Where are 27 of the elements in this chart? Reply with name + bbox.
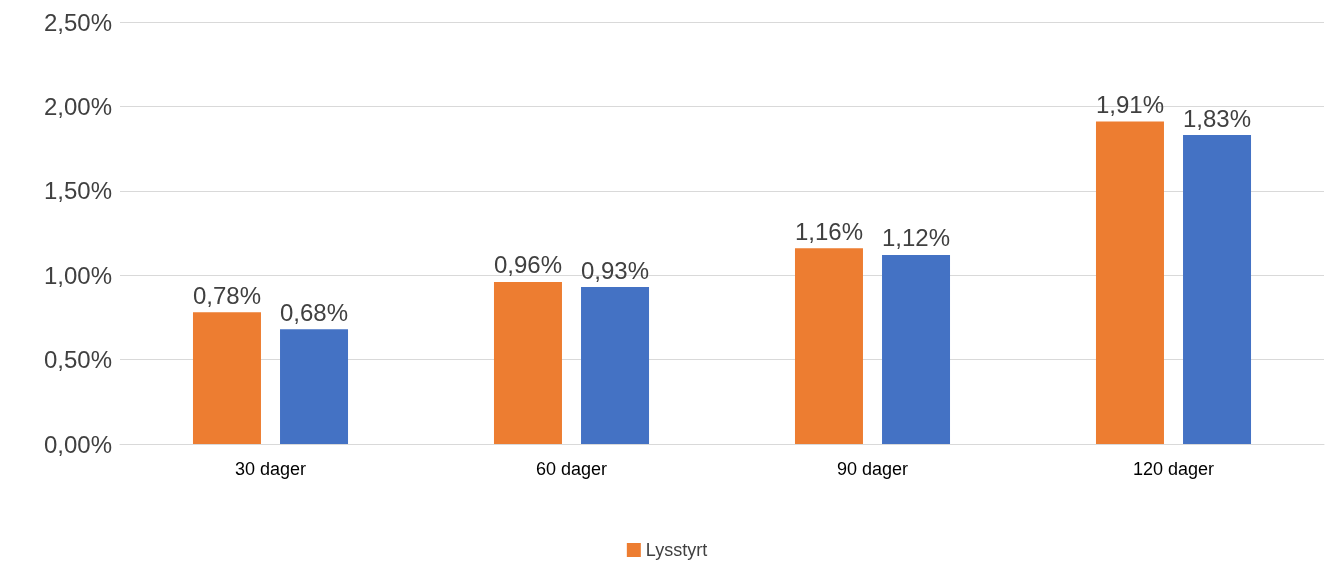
bar (493, 281, 562, 444)
y-tick-label: 0,50% (43, 346, 112, 374)
data-label: 0,68% (279, 298, 349, 326)
y-tick-label: 1,00% (43, 261, 112, 289)
x-tick-label: 120 dager (1132, 459, 1215, 479)
data-label: 0,96% (493, 251, 563, 279)
data-label: 0,78% (192, 281, 262, 309)
bar (794, 248, 863, 444)
bar (581, 287, 650, 444)
bar (192, 312, 261, 444)
data-label: 1,83% (1182, 104, 1252, 132)
x-tick-label: 60 dager (535, 459, 608, 479)
y-tick-label: 0,00% (43, 430, 112, 458)
y-tick-label: 2,50% (43, 8, 112, 36)
x-tick-label: 30 dager (234, 459, 307, 479)
data-label: 1,12% (881, 224, 951, 252)
y-tick-label: 1,50% (43, 177, 112, 205)
data-label: 1,91% (1095, 91, 1165, 119)
bar (1183, 135, 1252, 444)
x-tick-label: 90 dager (836, 459, 909, 479)
bar (882, 254, 951, 444)
data-label: 0,93% (580, 256, 650, 284)
data-label: 1,16% (794, 217, 864, 245)
bar (280, 329, 349, 444)
y-tick-label: 2,00% (43, 92, 112, 120)
bar (1095, 121, 1164, 444)
legend-label: Lysstyrt (645, 540, 708, 560)
